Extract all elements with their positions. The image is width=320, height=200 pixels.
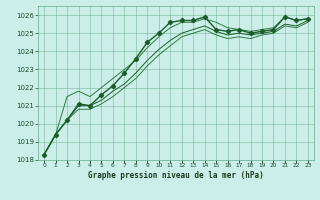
X-axis label: Graphe pression niveau de la mer (hPa): Graphe pression niveau de la mer (hPa) [88,171,264,180]
